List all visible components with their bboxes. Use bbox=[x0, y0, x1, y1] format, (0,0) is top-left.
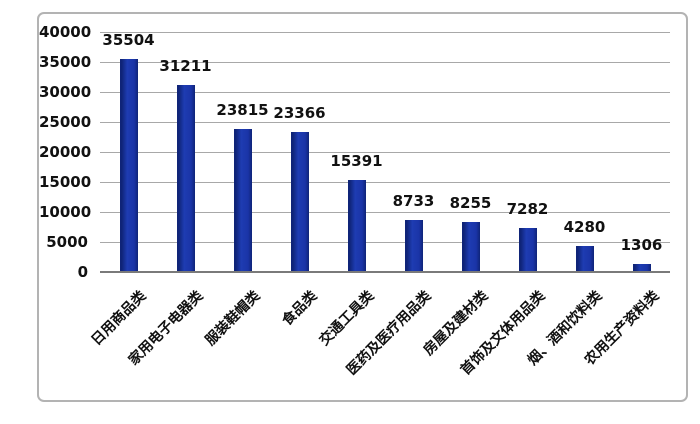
y-tick-label: 40000 bbox=[39, 23, 92, 41]
gridline bbox=[100, 92, 670, 93]
bar-value-label: 35504 bbox=[102, 30, 155, 49]
bar-value-label: 7282 bbox=[506, 200, 549, 219]
x-axis-line bbox=[100, 271, 670, 273]
bar-value-label: 31211 bbox=[159, 56, 212, 75]
bar-value-label: 23366 bbox=[273, 103, 326, 122]
bar-value-label: 8255 bbox=[449, 194, 492, 213]
gridline bbox=[100, 62, 670, 63]
bar-value-label: 15391 bbox=[330, 151, 383, 170]
y-tick-label: 15000 bbox=[39, 173, 92, 191]
chart-frame: 35504 31211 23815 23366 15391 8733 8255 7282 428… bbox=[37, 12, 688, 402]
gridline bbox=[100, 242, 670, 243]
plot-area: 35504 31211 23815 23366 15391 8733 8255 7282 428… bbox=[100, 32, 670, 273]
bar bbox=[347, 179, 366, 272]
bar bbox=[575, 246, 594, 272]
bar-value-label: 4280 bbox=[563, 218, 606, 237]
gridline bbox=[100, 32, 670, 33]
y-tick-label: 20000 bbox=[39, 143, 92, 161]
gridline bbox=[100, 212, 670, 213]
gridline bbox=[100, 182, 670, 183]
bar bbox=[290, 131, 309, 272]
bar bbox=[461, 222, 480, 272]
y-tick-label: 25000 bbox=[39, 113, 92, 131]
bar-value-label: 1306 bbox=[620, 236, 663, 255]
bar bbox=[404, 219, 423, 272]
y-tick-label: 30000 bbox=[39, 83, 92, 101]
gridline bbox=[100, 122, 670, 123]
gridline bbox=[100, 152, 670, 153]
bar bbox=[632, 264, 651, 272]
y-tick-label: 5000 bbox=[46, 233, 88, 251]
bar bbox=[176, 84, 195, 272]
bar-value-label: 23815 bbox=[216, 101, 269, 120]
y-tick-label: 0 bbox=[77, 263, 88, 281]
bar-value-label: 8733 bbox=[392, 191, 435, 210]
y-tick-label: 10000 bbox=[39, 203, 92, 221]
bar bbox=[119, 58, 138, 272]
bar bbox=[233, 129, 252, 272]
y-tick-label: 35000 bbox=[39, 53, 92, 71]
bar bbox=[518, 228, 537, 272]
